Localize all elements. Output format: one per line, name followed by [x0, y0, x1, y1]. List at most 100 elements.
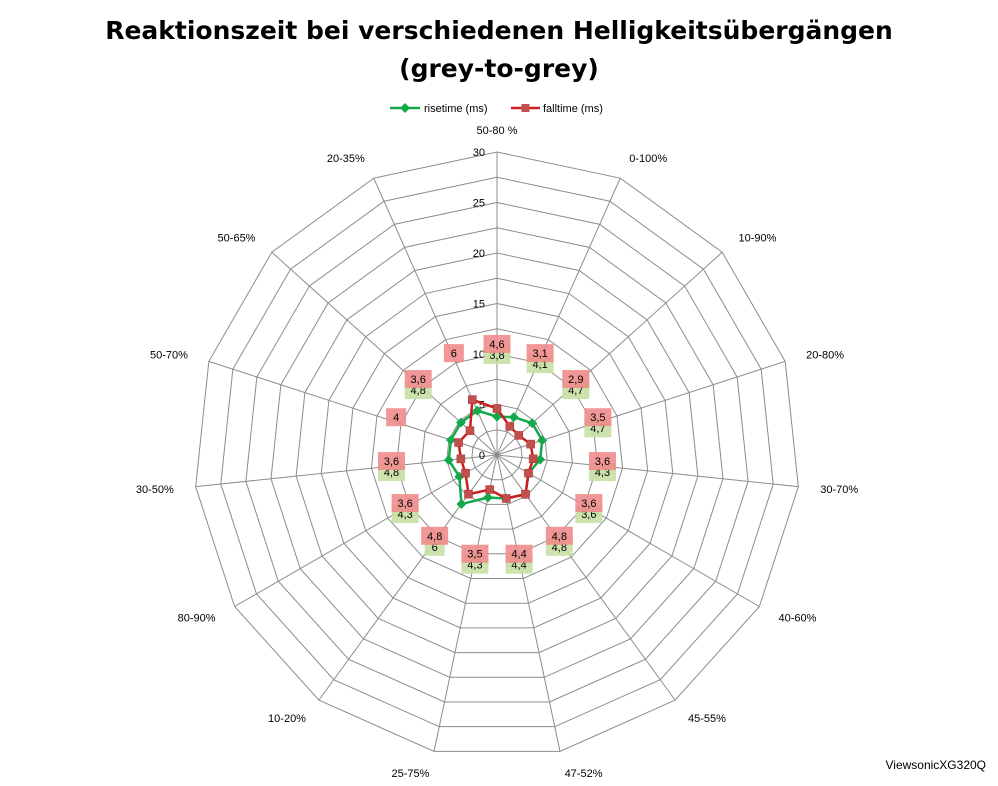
data-label-box [386, 408, 407, 427]
category-label: 40-60% [778, 613, 816, 625]
data-label-box [391, 494, 419, 513]
data-point [456, 417, 466, 428]
grid-ring [471, 429, 523, 481]
category-label: 50-80 % [477, 125, 518, 137]
data-point [445, 435, 456, 445]
data-label: 3,6 [384, 456, 399, 468]
category-label: 50-70% [150, 350, 188, 362]
radial-tick-label: 15 [473, 299, 485, 311]
legend-marker-falltime [521, 104, 530, 112]
data-label: 2,9 [568, 374, 583, 386]
chart-title: Reaktionszeit bei verschiedenen Helligke… [0, 12, 998, 88]
data-point [492, 404, 502, 413]
grid-spoke [496, 454, 799, 488]
chart-title-line-1: Reaktionszeit bei verschiedenen Helligke… [105, 16, 893, 45]
legend-label-risetime: risetime (ms) [424, 103, 488, 115]
category-label: 10-20% [268, 713, 306, 725]
category-label: 80-90% [178, 613, 216, 625]
data-label: 3,6 [595, 456, 610, 468]
data-point [537, 435, 548, 446]
data-point [464, 489, 473, 499]
data-point [526, 439, 535, 449]
data-label-box [443, 344, 464, 363]
data-point [528, 454, 538, 464]
grid-ring [320, 277, 674, 629]
data-point [456, 499, 467, 509]
category-label: 30-50% [136, 484, 174, 496]
data-label: 4,4 [511, 549, 526, 561]
series-falltime [454, 395, 538, 503]
data-point [472, 405, 483, 416]
data-point [521, 489, 530, 499]
data-label-box [404, 370, 432, 389]
grid-ring [446, 403, 548, 505]
data-point [468, 395, 477, 404]
data-label: 3,1 [532, 348, 547, 360]
data-label-box [483, 334, 511, 353]
category-label: 47-52% [565, 768, 603, 780]
legend: risetime (ms) falltime (ms) [390, 103, 603, 115]
data-point [514, 431, 524, 440]
data-point [461, 468, 470, 478]
data-label: 4,6 [489, 339, 504, 351]
category-label: 25-75% [392, 768, 430, 780]
data-label: 3,6 [398, 498, 413, 510]
data-label-box [584, 408, 612, 427]
category-label: 20-80% [806, 350, 844, 362]
data-point [508, 412, 519, 423]
series-line [457, 398, 535, 500]
grid-spoke [496, 454, 760, 607]
grid-ring [245, 201, 749, 703]
data-label-box [505, 544, 533, 563]
grid-ring [345, 302, 649, 604]
radial-tick-label: 20 [473, 248, 485, 260]
grid-spoke [496, 177, 621, 456]
data-point [535, 454, 546, 465]
category-label: 50-65% [218, 233, 256, 245]
data-label: 3,6 [581, 498, 596, 510]
data-label: 6 [432, 542, 438, 554]
category-label: 30-70% [820, 484, 858, 496]
data-point [443, 455, 454, 466]
grid-ring [370, 328, 624, 579]
category-labels: 50-80 % 0-100% 10-90% 20-80% 30-70% 40-60% 45-… [136, 125, 858, 780]
data-label-box [421, 526, 449, 545]
grid-ring [220, 176, 774, 728]
radial-tick-label: 0 [479, 450, 485, 462]
data-point [454, 438, 463, 447]
data-label-box [461, 544, 489, 563]
grid-spoke [234, 454, 498, 607]
data-point [527, 418, 538, 429]
category-label: 45-55% [688, 713, 726, 725]
radial-tick-label: 30 [473, 147, 485, 159]
grid-ring [421, 378, 573, 530]
radial-tick-label: 5 [479, 400, 485, 412]
grid-ring [195, 151, 799, 752]
data-label: 4,8 [427, 531, 442, 543]
data-labels: 3,84,14,74,74,33,64,84,44,364,34,84,84,6… [378, 334, 616, 574]
data-label: 3,5 [590, 412, 605, 424]
category-label: 10-90% [739, 233, 777, 245]
grid-spoke [433, 454, 498, 752]
radial-tick-label: 10 [473, 349, 485, 361]
data-label: 3,5 [467, 549, 482, 561]
data-label-box [588, 452, 616, 471]
chart-title-line-2: (grey-to-grey) [399, 54, 599, 83]
radial-tick-label: 25 [473, 198, 485, 210]
radar-grid [195, 151, 799, 752]
data-label: 4,8 [552, 531, 567, 543]
series-line [447, 409, 544, 506]
data-point [501, 494, 511, 503]
category-label: 0-100% [629, 153, 667, 165]
grid-spoke [496, 454, 561, 752]
data-label-box [526, 344, 554, 363]
grid-ring [295, 252, 699, 654]
data-label-box [575, 494, 603, 513]
legend-marker-risetime [400, 103, 410, 113]
legend-label-falltime: falltime (ms) [543, 103, 603, 115]
data-point [465, 426, 475, 435]
data-label-box [378, 452, 406, 471]
data-point [485, 485, 494, 494]
